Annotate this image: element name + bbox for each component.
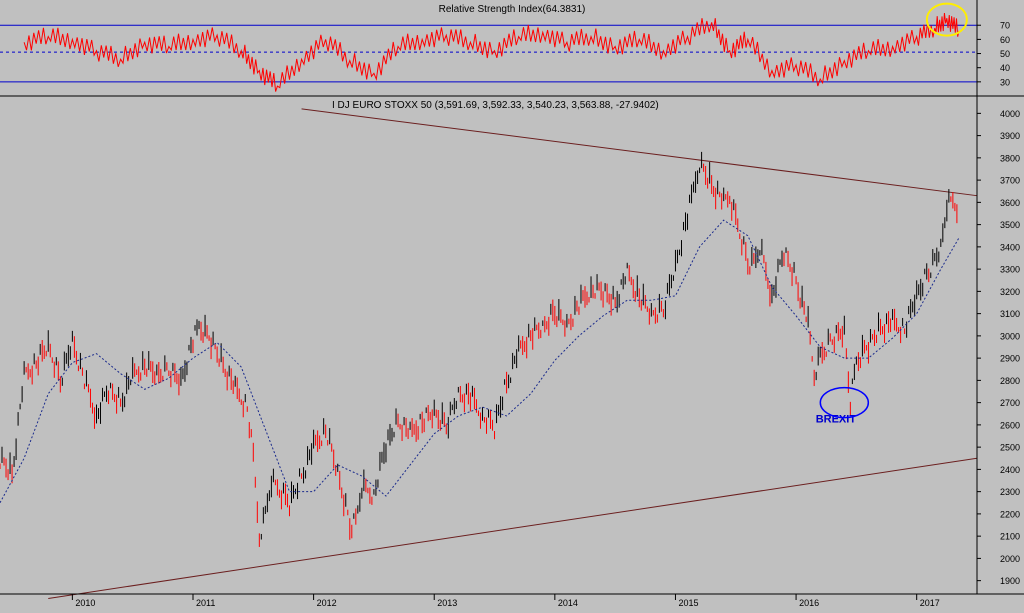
x-axis: 2010 2011 2012 2013 2014 2015 2016 2017: [71, 594, 940, 608]
x-tick-label: 2010: [75, 598, 95, 608]
price-y-tick-label: 3000: [1000, 331, 1020, 341]
price-panel: 4000 3900 3800 3700 3600 3500 3400 3300 3200 3100…: [0, 108, 1020, 599]
rsi-panel: 70 60 50 40 30: [0, 2, 1010, 92]
x-tick-label: 2017: [920, 598, 940, 608]
price-y-tick-label: 1900: [1000, 576, 1020, 586]
price-y-tick-label: 3600: [1000, 198, 1020, 208]
price-y-tick-label: 3500: [1000, 220, 1020, 230]
price-y-tick-label: 2700: [1000, 398, 1020, 408]
brexit-annotation-label: BREXIT: [816, 414, 857, 426]
price-y-tick-label: 2300: [1000, 487, 1020, 497]
rsi-highlight-circle: [925, 2, 968, 37]
rsi-title: Relative Strength Index(64.3831): [439, 4, 586, 15]
price-y-tick-label: 4000: [1000, 109, 1020, 119]
brexit-circle: [819, 386, 870, 419]
moving-average-line: [0, 219, 960, 504]
trendline-1: [48, 457, 978, 599]
price-y-tick-label: 2200: [1000, 509, 1020, 519]
x-tick-label: 2014: [558, 598, 578, 608]
price-y-tick-label: 2800: [1000, 376, 1020, 386]
trendline-0: [301, 108, 978, 197]
price-y-tick-label: 3200: [1000, 287, 1020, 297]
rsi-y-tick-label: 70: [1000, 21, 1010, 31]
price-y-tick-label: 2100: [1000, 532, 1020, 542]
price-y-tick-label: 2000: [1000, 554, 1020, 564]
price-y-tick-label: 3900: [1000, 131, 1020, 141]
price-y-tick-label: 2500: [1000, 443, 1020, 453]
price-title: I DJ EURO STOXX 50 (3,591.69, 3,592.33, …: [332, 100, 659, 111]
x-tick-label: 2011: [196, 598, 215, 608]
price-y-tick-label: 2900: [1000, 354, 1020, 364]
price-y-tick-label: 3100: [1000, 309, 1020, 319]
x-tick-label: 2015: [678, 598, 698, 608]
price-y-tick-label: 3400: [1000, 242, 1020, 252]
rsi-y-tick-label: 40: [1000, 63, 1010, 73]
x-tick-label: 2013: [437, 598, 457, 608]
price-y-tick-label: 3700: [1000, 176, 1020, 186]
x-tick-label: 2012: [317, 598, 337, 608]
rsi-y-tick-label: 50: [1000, 49, 1010, 59]
price-y-tick-label: 3300: [1000, 265, 1020, 275]
rsi-y-tick-label: 60: [1000, 35, 1010, 45]
x-tick-label: 2016: [799, 598, 819, 608]
price-y-tick-label: 2400: [1000, 465, 1020, 475]
rsi-y-tick-label: 30: [1000, 77, 1010, 87]
rsi-line: [23, 13, 960, 92]
price-y-tick-label: 3800: [1000, 153, 1020, 163]
price-y-tick-label: 2600: [1000, 420, 1020, 430]
